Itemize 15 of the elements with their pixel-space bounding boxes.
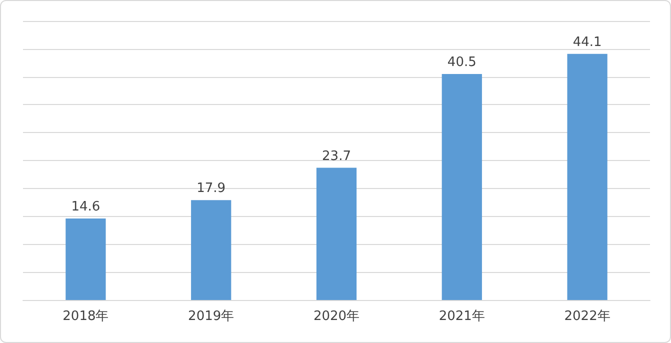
x-tick-label: 2019年 (188, 309, 234, 324)
bar (316, 168, 357, 300)
bar (191, 200, 232, 300)
data-label: 17.9 (196, 181, 226, 196)
x-tick-label: 2020年 (313, 309, 360, 324)
data-label: 44.1 (572, 34, 602, 50)
bar (442, 74, 482, 300)
bar (66, 218, 106, 300)
bar (567, 54, 608, 300)
data-label: 14.6 (71, 200, 100, 215)
x-tick-label: 2021年 (438, 309, 485, 324)
data-label: 40.5 (447, 55, 476, 70)
x-tick-label: 2018年 (62, 309, 109, 324)
x-tick-label: 2022年 (564, 309, 610, 324)
data-label: 23.7 (322, 148, 351, 164)
